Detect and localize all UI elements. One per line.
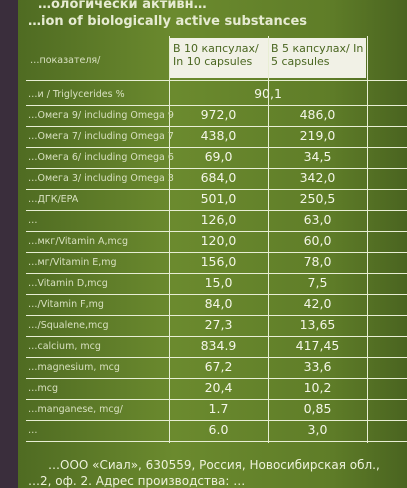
cell-value: 20,4 <box>204 380 233 395</box>
cell-value: 67,2 <box>204 359 233 374</box>
cell-value: 63,0 <box>303 212 332 227</box>
row-line <box>26 105 407 106</box>
cell-value: 7,5 <box>307 275 328 290</box>
row-line <box>26 315 407 316</box>
column-line <box>367 36 368 443</box>
cell-value: 834.9 <box>200 338 237 353</box>
footer-text: …ООО «Сиал», 630559, Россия, Новосибирск… <box>48 458 380 472</box>
row-label: …ДГК/EPA <box>28 194 79 205</box>
row-line <box>26 378 407 379</box>
row-line <box>26 80 407 81</box>
cell-value: 1.7 <box>208 401 229 416</box>
cell-value: 120,0 <box>200 233 237 248</box>
row-label: …Омега 7/ including Omega 7 <box>28 131 174 142</box>
cell-value: 34,5 <box>303 149 332 164</box>
cell-value: 10,2 <box>303 380 332 395</box>
footer-text: …2, оф. 2. Адрес производства: … <box>28 474 246 488</box>
row-line <box>26 168 407 169</box>
cell-value: 3,0 <box>307 422 328 437</box>
cell-value: 78,0 <box>303 254 332 269</box>
row-line <box>26 336 407 337</box>
cell-value: 6.0 <box>208 422 229 437</box>
cell-value: 501,0 <box>200 191 237 206</box>
cell-value: 0,85 <box>303 401 332 416</box>
row-label: …мкг/Vitamin A,mcg <box>28 236 129 247</box>
row-line <box>26 231 407 232</box>
row-label: …и / Triglycerides % <box>28 89 125 100</box>
cell-value: 60,0 <box>303 233 332 248</box>
cell-value: 33,6 <box>303 359 332 374</box>
cell-value: 42,0 <box>303 296 332 311</box>
cell-value: 156,0 <box>200 254 237 269</box>
column-line <box>268 36 269 443</box>
row-label: …Омега 3/ including Omega 3 <box>28 173 174 184</box>
row-label: …/Vitamin F,mg <box>28 299 104 310</box>
row-line <box>26 294 407 295</box>
cell-value: 27,3 <box>204 317 233 332</box>
row-line <box>26 441 407 442</box>
row-label: …calcium, mcg <box>28 341 101 352</box>
row-line <box>26 147 407 148</box>
title: …ологически активн… <box>38 0 207 12</box>
row-label: …mcg <box>28 383 59 394</box>
row-label: …Омега 6/ including Omega 6 <box>28 152 174 163</box>
column-header: В 10 капсулах/ In 10 capsules <box>173 42 259 68</box>
row-line <box>26 126 407 127</box>
cell-value: 84,0 <box>204 296 233 311</box>
row-label: … <box>28 425 38 436</box>
cell-value: 417,45 <box>295 338 340 353</box>
cell-value: 342,0 <box>299 170 336 185</box>
row-line <box>26 420 407 421</box>
row-line <box>26 357 407 358</box>
row-label: …/Squalene,mcg <box>28 320 109 331</box>
cell-value: 13,65 <box>299 317 336 332</box>
row-label: … <box>28 215 38 226</box>
column-header: В 5 капсулах/ In 5 capsules <box>271 42 364 68</box>
cell-value: 90,1 <box>254 86 282 101</box>
row-label: …мг/Vitamin E,mg <box>28 257 117 268</box>
column-line <box>169 36 170 443</box>
cell-value: 438,0 <box>200 128 237 143</box>
cell-value: 684,0 <box>200 170 237 185</box>
row-label: …manganese, mcg/ <box>28 404 123 415</box>
cell-value: 250,5 <box>299 191 336 206</box>
row-label: …Омега 9/ including Omega 9 <box>28 110 174 121</box>
cell-value: 69,0 <box>204 149 233 164</box>
row-line <box>26 210 407 211</box>
row-line <box>26 273 407 274</box>
cell-value: 972,0 <box>200 107 237 122</box>
row-label: …magnesium, mcg <box>28 362 120 373</box>
cell-value: 219,0 <box>299 128 336 143</box>
row-line <box>26 252 407 253</box>
column-header: …показателя/ <box>30 55 101 66</box>
row-label: …Vitamin D,mcg <box>28 278 108 289</box>
row-line <box>26 399 407 400</box>
cell-value: 486,0 <box>299 107 336 122</box>
subtitle: …ion of biologically active substances <box>28 14 308 29</box>
cell-value: 126,0 <box>200 212 237 227</box>
label: …ологически активн… …ion of biologically… <box>18 0 407 488</box>
row-line <box>26 189 407 190</box>
cell-value: 15,0 <box>204 275 233 290</box>
